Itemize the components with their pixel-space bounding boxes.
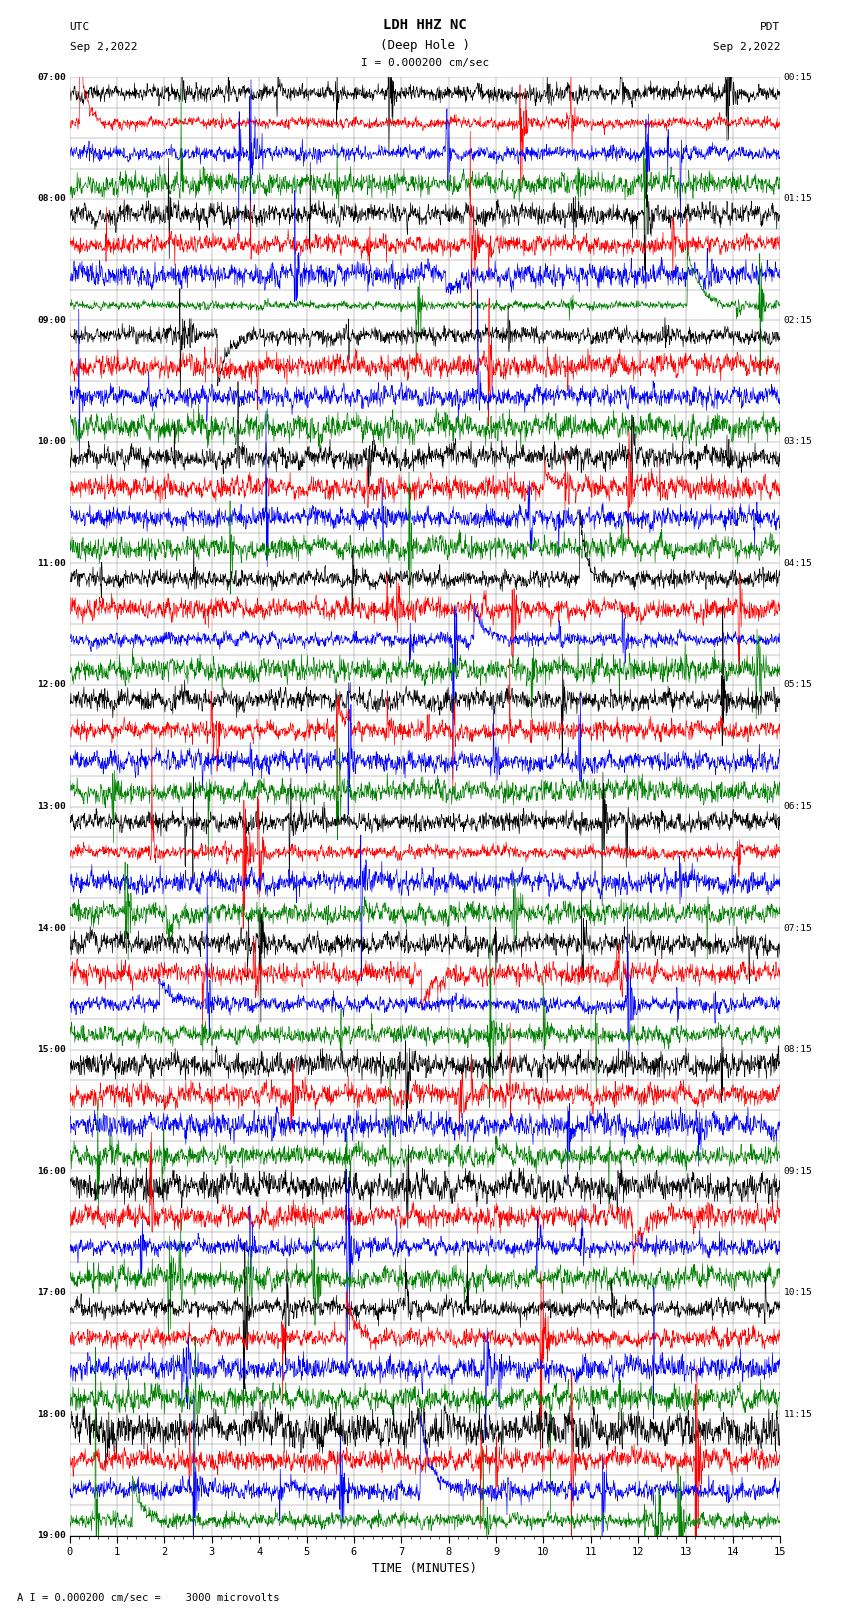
Text: 06:15: 06:15 — [784, 802, 813, 811]
Text: 05:15: 05:15 — [784, 681, 813, 689]
Text: I = 0.000200 cm/sec: I = 0.000200 cm/sec — [361, 58, 489, 68]
Text: PDT: PDT — [760, 23, 780, 32]
Text: 13:00: 13:00 — [37, 802, 66, 811]
Text: 09:15: 09:15 — [784, 1166, 813, 1176]
Text: 18:00: 18:00 — [37, 1410, 66, 1418]
Text: Sep 2,2022: Sep 2,2022 — [713, 42, 780, 52]
Text: 12:00: 12:00 — [37, 681, 66, 689]
Text: 17:00: 17:00 — [37, 1289, 66, 1297]
Text: 10:15: 10:15 — [784, 1289, 813, 1297]
Text: 04:15: 04:15 — [784, 560, 813, 568]
Text: LDH HHZ NC: LDH HHZ NC — [383, 18, 467, 32]
Text: 07:00: 07:00 — [37, 73, 66, 82]
Text: 00:15: 00:15 — [784, 73, 813, 82]
Text: 11:00: 11:00 — [37, 560, 66, 568]
Text: 11:15: 11:15 — [784, 1410, 813, 1418]
Text: 10:00: 10:00 — [37, 437, 66, 447]
Text: Sep 2,2022: Sep 2,2022 — [70, 42, 137, 52]
Text: (Deep Hole ): (Deep Hole ) — [380, 39, 470, 52]
Text: 08:00: 08:00 — [37, 195, 66, 203]
Text: 14:00: 14:00 — [37, 924, 66, 932]
Text: 08:15: 08:15 — [784, 1045, 813, 1053]
Text: 07:15: 07:15 — [784, 924, 813, 932]
X-axis label: TIME (MINUTES): TIME (MINUTES) — [372, 1561, 478, 1574]
Text: 02:15: 02:15 — [784, 316, 813, 324]
Text: 01:15: 01:15 — [784, 195, 813, 203]
Text: A I = 0.000200 cm/sec =    3000 microvolts: A I = 0.000200 cm/sec = 3000 microvolts — [17, 1594, 280, 1603]
Text: UTC: UTC — [70, 23, 90, 32]
Text: 15:00: 15:00 — [37, 1045, 66, 1053]
Text: 09:00: 09:00 — [37, 316, 66, 324]
Text: 03:15: 03:15 — [784, 437, 813, 447]
Text: 19:00: 19:00 — [37, 1531, 66, 1540]
Text: 16:00: 16:00 — [37, 1166, 66, 1176]
